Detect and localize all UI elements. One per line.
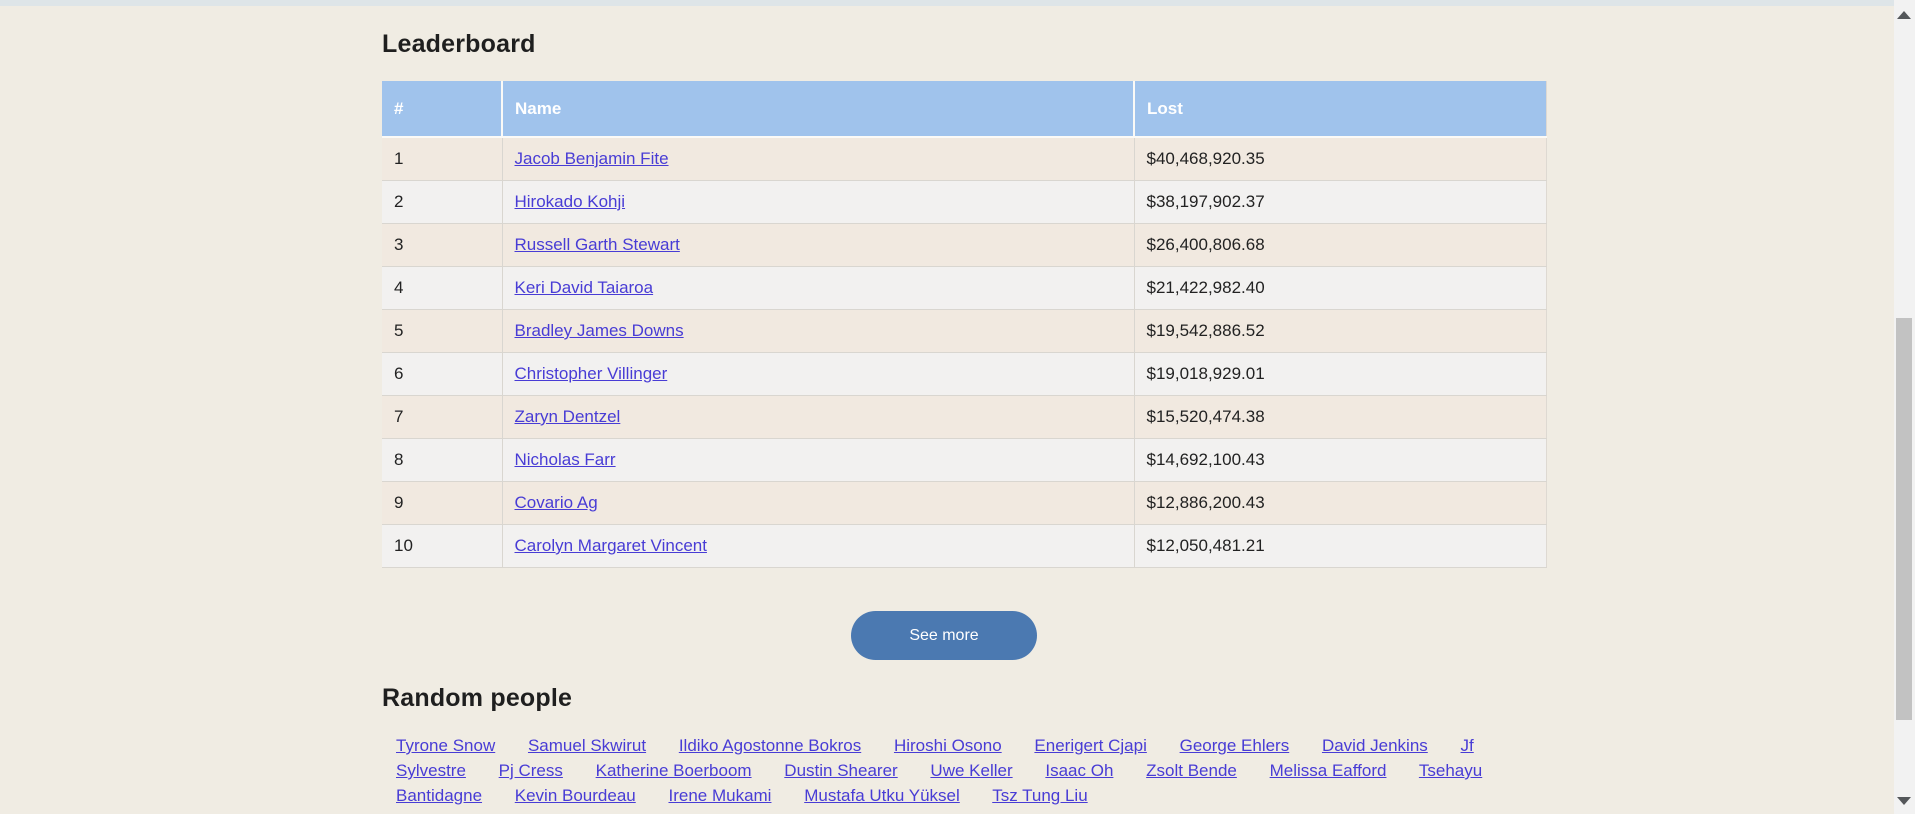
person-link[interactable]: Jf Sylvestre	[396, 736, 1474, 780]
lost-cell: $26,400,806.68	[1134, 223, 1547, 267]
person-link[interactable]: Kevin Bourdeau	[514, 786, 636, 805]
person-link[interactable]: Ildiko Agostonne Bokros	[678, 736, 862, 755]
header-rank: #	[382, 81, 503, 138]
rank-cell: 10	[382, 524, 503, 568]
person-link[interactable]: Enerigert Cjapi	[1034, 736, 1147, 755]
rank-cell: 6	[382, 352, 503, 396]
person-link[interactable]: Zsolt Bende	[1146, 761, 1237, 780]
vertical-scrollbar[interactable]	[1894, 0, 1915, 814]
rank-cell: 7	[382, 395, 503, 439]
person-link[interactable]: Uwe Keller	[930, 761, 1013, 780]
table-row: 8 Nicholas Farr $14,692,100.43	[382, 438, 1547, 482]
table-row: 5 Bradley James Downs $19,542,886.52	[382, 309, 1547, 353]
lost-cell: $14,692,100.43	[1134, 438, 1547, 482]
person-link[interactable]: Samuel Skwirut	[527, 736, 647, 755]
person-link[interactable]: Irene Mukami	[668, 786, 772, 805]
person-link[interactable]: Keri David Taiaroa	[514, 278, 654, 297]
header-lost: Lost	[1134, 81, 1547, 138]
table-row: 3 Russell Garth Stewart $26,400,806.68	[382, 223, 1547, 267]
table-row: 1 Jacob Benjamin Fite $40,468,920.35	[382, 137, 1547, 181]
table-row: 9 Covario Ag $12,886,200.43	[382, 481, 1547, 525]
person-link[interactable]: Mustafa Utku Yüksel	[804, 786, 960, 805]
person-link[interactable]: Tsehayu Bantidagne	[396, 761, 1483, 805]
name-cell: Hirokado Kohji	[502, 180, 1135, 224]
scroll-down-icon[interactable]	[1897, 797, 1911, 805]
random-people-links: Tyrone Snow Samuel Skwirut Ildiko Agosto…	[382, 733, 1506, 808]
person-link[interactable]: Isaac Oh	[1045, 761, 1114, 780]
person-link[interactable]: Dustin Shearer	[784, 761, 898, 780]
table-row: 10 Carolyn Margaret Vincent $12,050,481.…	[382, 524, 1547, 568]
name-cell: Christopher Villinger	[502, 352, 1135, 396]
name-cell: Jacob Benjamin Fite	[502, 137, 1135, 181]
person-link[interactable]: Jacob Benjamin Fite	[514, 149, 669, 168]
person-link[interactable]: Pj Cress	[498, 761, 563, 780]
person-link[interactable]: Carolyn Margaret Vincent	[514, 536, 707, 555]
lost-cell: $19,542,886.52	[1134, 309, 1547, 353]
person-link[interactable]: Tsz Tung Liu	[992, 786, 1088, 805]
rank-cell: 1	[382, 137, 503, 181]
person-link[interactable]: Tyrone Snow	[396, 736, 496, 755]
person-link[interactable]: Melissa Eafford	[1269, 761, 1387, 780]
person-link[interactable]: Russell Garth Stewart	[514, 235, 680, 254]
name-cell: Keri David Taiaroa	[502, 266, 1135, 310]
lost-cell: $12,886,200.43	[1134, 481, 1547, 525]
lost-cell: $21,422,982.40	[1134, 266, 1547, 310]
person-link[interactable]: David Jenkins	[1321, 736, 1428, 755]
name-cell: Zaryn Dentzel	[502, 395, 1135, 439]
name-cell: Bradley James Downs	[502, 309, 1135, 353]
name-cell: Covario Ag	[502, 481, 1135, 525]
lost-cell: $40,468,920.35	[1134, 137, 1547, 181]
rank-cell: 4	[382, 266, 503, 310]
rank-cell: 5	[382, 309, 503, 353]
leaderboard-table-body: 1 Jacob Benjamin Fite $40,468,920.35 2 H…	[382, 137, 1547, 568]
table-row: 7 Zaryn Dentzel $15,520,474.38	[382, 395, 1547, 439]
rank-cell: 2	[382, 180, 503, 224]
header-row: # Name Lost	[382, 81, 1547, 138]
lost-cell: $12,050,481.21	[1134, 524, 1547, 568]
lost-cell: $15,520,474.38	[1134, 395, 1547, 439]
person-link[interactable]: George Ehlers	[1179, 736, 1290, 755]
person-link[interactable]: Katherine Boerboom	[595, 761, 752, 780]
table-row: 4 Keri David Taiaroa $21,422,982.40	[382, 266, 1547, 310]
lost-cell: $38,197,902.37	[1134, 180, 1547, 224]
table-row: 2 Hirokado Kohji $38,197,902.37	[382, 180, 1547, 224]
lost-cell: $19,018,929.01	[1134, 352, 1547, 396]
see-more-button[interactable]: See more	[851, 611, 1037, 660]
person-link[interactable]: Zaryn Dentzel	[514, 407, 621, 426]
person-link[interactable]: Covario Ag	[514, 493, 598, 512]
person-link[interactable]: Nicholas Farr	[514, 450, 616, 469]
person-link[interactable]: Bradley James Downs	[514, 321, 684, 340]
leaderboard-title: Leaderboard	[382, 30, 536, 58]
scrollbar-thumb[interactable]	[1896, 318, 1912, 720]
rank-cell: 9	[382, 481, 503, 525]
name-cell: Nicholas Farr	[502, 438, 1135, 482]
name-cell: Russell Garth Stewart	[502, 223, 1135, 267]
header-name: Name	[502, 81, 1135, 138]
rank-cell: 3	[382, 223, 503, 267]
person-link[interactable]: Christopher Villinger	[514, 364, 668, 383]
scroll-up-icon[interactable]	[1897, 11, 1911, 19]
rank-cell: 8	[382, 438, 503, 482]
leaderboard-table: # Name Lost 1 Jacob Benjamin Fite $40,46…	[382, 81, 1547, 568]
top-bar	[0, 0, 1894, 6]
name-cell: Carolyn Margaret Vincent	[502, 524, 1135, 568]
leaderboard-table-header: # Name Lost	[382, 81, 1547, 138]
person-link[interactable]: Hirokado Kohji	[514, 192, 626, 211]
table-row: 6 Christopher Villinger $19,018,929.01	[382, 352, 1547, 396]
person-link[interactable]: Hiroshi Osono	[893, 736, 1002, 755]
random-people-title: Random people	[382, 684, 573, 712]
